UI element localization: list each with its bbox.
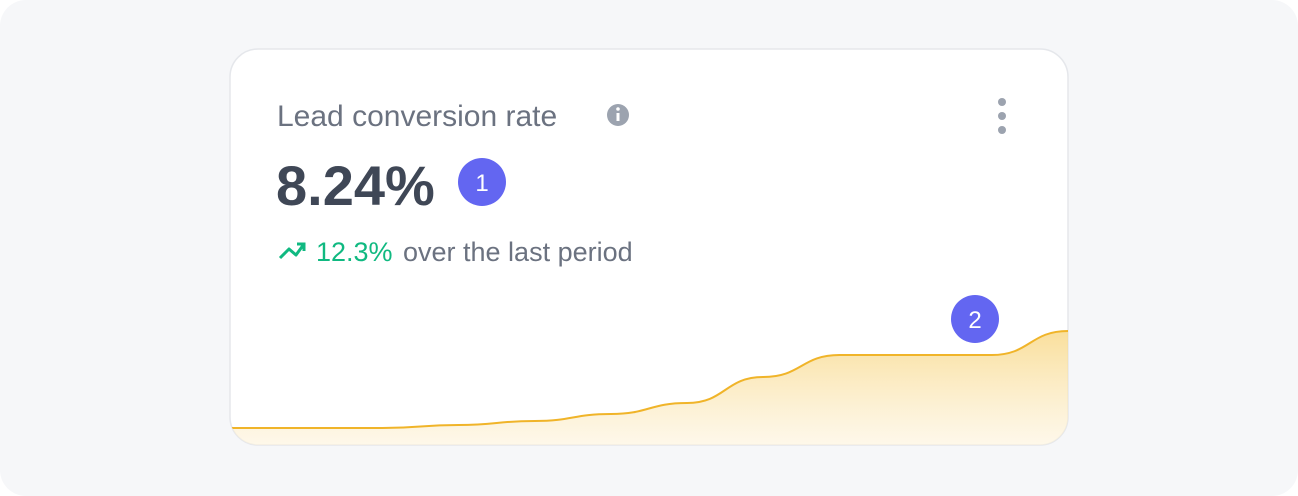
change-text: over the last period: [403, 237, 633, 267]
badge: [458, 158, 506, 206]
badge-label: 1: [475, 170, 488, 197]
card-title: Lead conversion rate: [277, 100, 557, 133]
kpi-value: 8.24%: [276, 154, 435, 217]
trend-icon-head: [297, 242, 306, 251]
trend-icon: [278, 243, 306, 260]
change-value: 12.3%: [316, 237, 393, 267]
info-icon[interactable]: [607, 104, 629, 126]
sparkline-area: [230, 331, 1068, 445]
sparkline-line: [230, 330, 1068, 429]
badge: [951, 295, 999, 343]
more-menu[interactable]: [998, 98, 1006, 134]
sparkline: [230, 330, 1068, 445]
badge-label: 2: [968, 307, 981, 334]
